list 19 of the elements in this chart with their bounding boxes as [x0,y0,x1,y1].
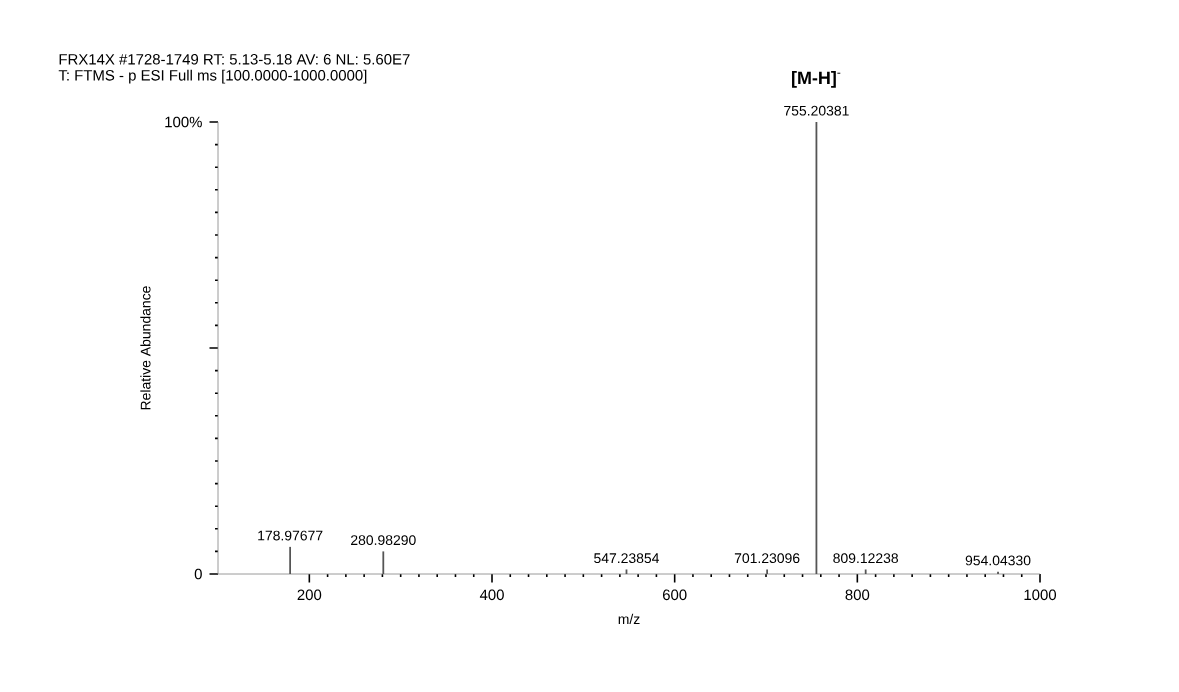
annotation: 547.23854 [594,553,660,564]
chart-title: FRX14X #1728-1749 RT: 5.13-5.18 AV: 6 NL: 5.60E7 [59,54,410,65]
x-tick-label: 200 [297,589,322,601]
chart-subtitle: T: FTMS - p ESI Full ms [100.0000-1000.0000] [58,69,367,84]
y-axis-title: Relative Abundance [140,286,151,410]
y-tick-label: 100% [165,116,202,128]
annotation: [M-H]$^{-}$ [792,71,841,88]
annotation: 701.23096 [734,553,800,564]
annotation: 954.04330 [965,555,1031,566]
annotation: 178.97677 [258,530,323,541]
x-tick-label: 800 [845,589,870,601]
x-tick-label: 1000 [1024,589,1057,601]
x-tick-label: 600 [662,589,687,601]
annotation: 280.98290 [351,535,416,546]
x-axis-title: m/z [618,613,640,625]
annotation: 809.12238 [833,553,899,564]
y-tick-label: 0 [194,568,202,580]
x-tick-label: 400 [479,589,504,601]
annotation: 755.20381 [784,105,849,116]
